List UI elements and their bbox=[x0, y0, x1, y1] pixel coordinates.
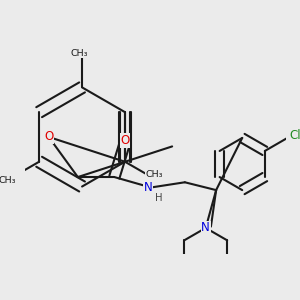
Text: O: O bbox=[120, 134, 129, 147]
Text: O: O bbox=[44, 130, 53, 143]
Text: N: N bbox=[144, 181, 153, 194]
Text: CH₃: CH₃ bbox=[0, 176, 16, 184]
Text: H: H bbox=[155, 193, 163, 203]
Text: CH₃: CH₃ bbox=[71, 49, 88, 58]
Text: Cl: Cl bbox=[290, 129, 300, 142]
Text: N: N bbox=[201, 221, 210, 234]
Text: CH₃: CH₃ bbox=[146, 170, 164, 179]
